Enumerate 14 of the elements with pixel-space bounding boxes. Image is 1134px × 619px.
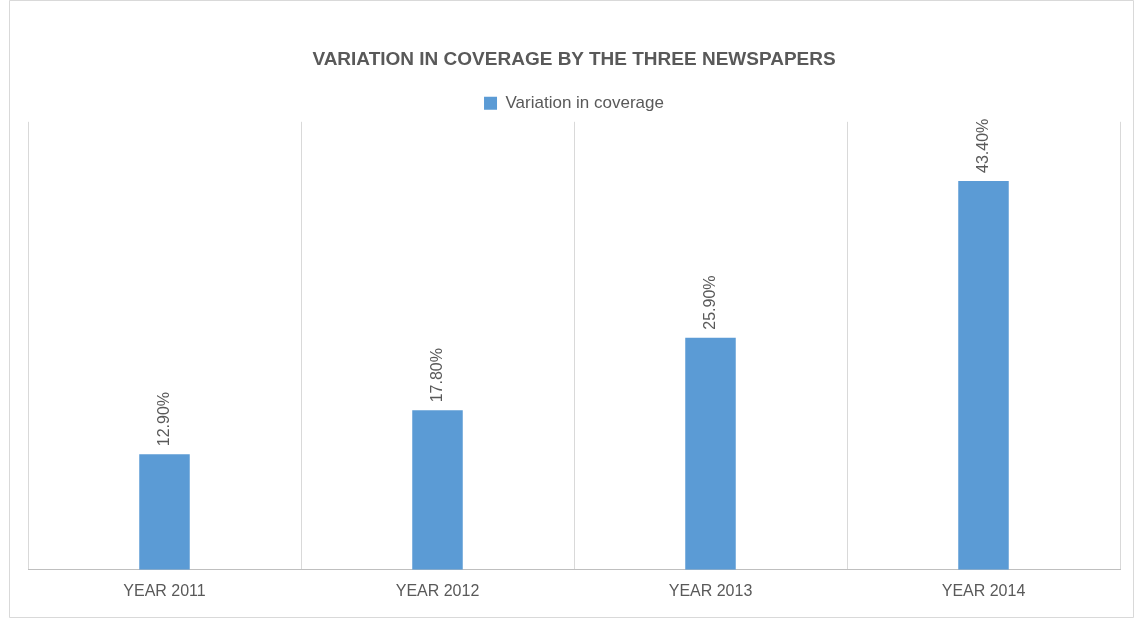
x-tick-label: YEAR 2011 [123, 581, 206, 599]
x-tick-label: YEAR 2012 [395, 581, 480, 599]
bar [412, 410, 463, 570]
chart-title: VARIATION IN COVERAGE BY THE THREE NEWSPAPERS [312, 47, 836, 69]
data-label: 12.90% [154, 391, 172, 447]
bar [958, 180, 1009, 570]
data-label: 25.90% [700, 275, 718, 330]
x-tick-label: YEAR 2013 [668, 581, 753, 599]
bar [139, 454, 190, 570]
bar [685, 337, 736, 570]
legend-label: Variation in coverage [505, 92, 664, 112]
x-tick-label: YEAR 2014 [941, 581, 1026, 599]
data-label: 17.80% [427, 348, 445, 403]
data-label: 43.40% [973, 118, 991, 173]
